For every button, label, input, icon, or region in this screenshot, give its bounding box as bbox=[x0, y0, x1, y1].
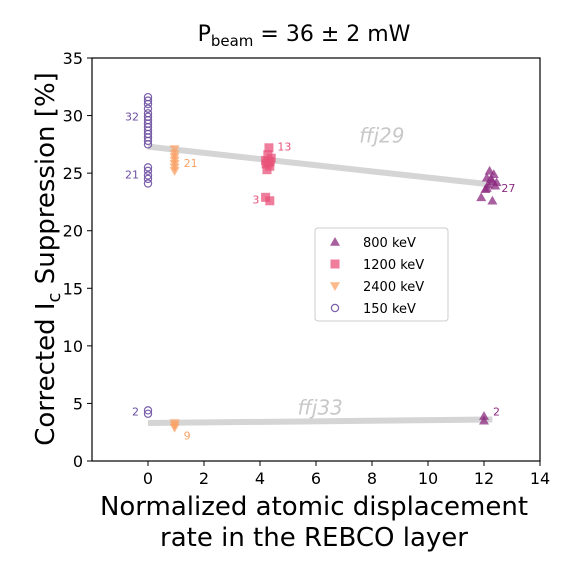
data-point bbox=[143, 96, 153, 105]
count-annotation: 21 bbox=[125, 168, 139, 181]
count-annotation: 32 bbox=[125, 111, 139, 124]
y-axis-title: Corrected Ic Suppression [%] bbox=[31, 72, 65, 446]
y-axis-title-pre: Corrected I bbox=[31, 302, 61, 445]
x-axis-title-line-2: rate in the REBCO layer bbox=[160, 523, 468, 553]
chart-title-sub: beam bbox=[211, 32, 254, 50]
data-point bbox=[263, 150, 273, 160]
legend-label: 800 keV bbox=[363, 236, 416, 251]
x-tick-label: 2 bbox=[199, 469, 209, 488]
chart-title-rest: = 36 ± 2 mW bbox=[253, 22, 410, 47]
data-point bbox=[169, 419, 180, 429]
y-tick-label: 25 bbox=[63, 164, 83, 183]
data-point bbox=[169, 145, 180, 154]
fit-line bbox=[147, 416, 493, 427]
legend-marker bbox=[330, 259, 340, 269]
x-tick-label: 12 bbox=[474, 469, 494, 488]
x-tick-label: 6 bbox=[311, 469, 321, 488]
legend-marker bbox=[330, 237, 340, 246]
data-point bbox=[476, 192, 487, 202]
x-tick-label: 0 bbox=[143, 469, 153, 488]
data-point bbox=[481, 183, 492, 192]
data-point bbox=[143, 179, 153, 188]
count-annotation: 27 bbox=[501, 182, 515, 195]
fit-label: ffj29 bbox=[359, 124, 404, 148]
legend-label: 1200 keV bbox=[363, 258, 424, 273]
y-axis-title-post: Suppression [%] bbox=[31, 72, 61, 292]
count-annotation: 13 bbox=[277, 141, 291, 154]
data-point bbox=[143, 174, 153, 184]
chart-title: Pbeam = 36 ± 2 mW bbox=[198, 22, 411, 50]
data-point bbox=[143, 163, 153, 172]
data-point bbox=[479, 411, 489, 420]
count-annotation: 9 bbox=[184, 430, 191, 443]
data-point bbox=[479, 415, 489, 425]
fit-label: ffj33 bbox=[297, 395, 342, 419]
data-point bbox=[143, 109, 153, 118]
y-tick-label: 0 bbox=[73, 452, 83, 471]
fit-line bbox=[147, 143, 493, 188]
x-axis-title-line-1: Normalized atomic displacement bbox=[100, 492, 528, 522]
data-point bbox=[143, 171, 153, 180]
y-tick-label: 5 bbox=[73, 394, 83, 413]
x-tick-label: 10 bbox=[418, 469, 438, 488]
x-tick-label: 4 bbox=[255, 469, 265, 488]
count-annotation: 2 bbox=[132, 405, 139, 418]
data-point bbox=[487, 195, 498, 205]
legend-marker bbox=[330, 282, 340, 291]
legend: 800 keV 1200 keV 2400 keV 150 keV bbox=[314, 227, 449, 322]
data-point bbox=[143, 409, 153, 418]
plot-area: 0 2 4 6 8 10 12 1405101520253035ffj29ffj3332212… bbox=[63, 49, 551, 488]
legend-label: 150 keV bbox=[363, 302, 416, 317]
data-point bbox=[143, 406, 153, 415]
data-point bbox=[169, 149, 180, 159]
chart-title-base: P bbox=[198, 22, 211, 47]
y-axis-title-sub: c bbox=[44, 293, 65, 303]
y-tick-label: 35 bbox=[63, 49, 83, 68]
data-point bbox=[143, 92, 153, 102]
data-point bbox=[143, 166, 153, 176]
data-point bbox=[486, 173, 496, 183]
data-point bbox=[143, 112, 153, 121]
y-tick-label: 20 bbox=[63, 222, 83, 241]
legend-box bbox=[314, 227, 449, 322]
data-point bbox=[261, 159, 271, 169]
data-point bbox=[484, 165, 495, 175]
legend-label: 2400 keV bbox=[363, 280, 424, 295]
x-tick-label: 14 bbox=[530, 469, 550, 488]
y-tick-label: 10 bbox=[63, 337, 83, 356]
legend-marker bbox=[330, 303, 340, 313]
count-annotation: 3 bbox=[252, 194, 259, 207]
count-annotation: 21 bbox=[184, 157, 198, 170]
data-point bbox=[143, 104, 153, 113]
y-tick-label: 15 bbox=[63, 279, 83, 298]
x-axis-title: Normalized atomic displacement rate in t… bbox=[100, 492, 528, 553]
data-point bbox=[491, 177, 502, 187]
data-point bbox=[264, 143, 274, 153]
data-point bbox=[265, 196, 275, 206]
count-annotation: 2 bbox=[493, 405, 500, 418]
x-tick-label: 8 bbox=[367, 469, 377, 488]
y-tick-label: 30 bbox=[63, 107, 83, 126]
